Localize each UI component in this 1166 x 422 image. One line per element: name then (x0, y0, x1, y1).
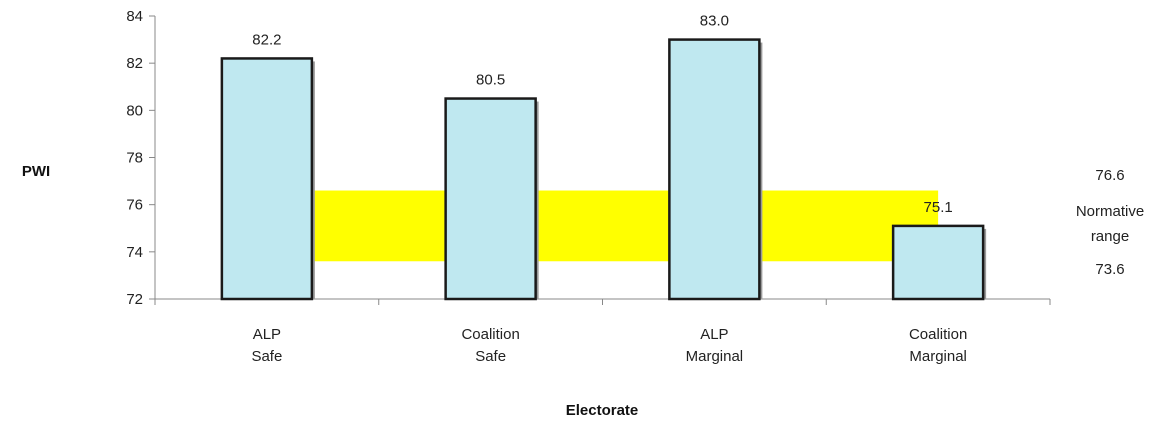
bar (444, 97, 539, 301)
x-ticks (154, 299, 1051, 305)
data-label: 80.5 (476, 72, 505, 89)
x-axis-title: Electorate (566, 402, 639, 419)
category-label: Marginal (909, 348, 967, 365)
y-tick-label: 82 (126, 55, 143, 72)
data-label: 75.1 (924, 199, 953, 216)
bar (891, 224, 987, 301)
category-label: Coalition (909, 326, 967, 343)
normative-low-label: 73.6 (1095, 261, 1124, 278)
y-tick-label: 84 (126, 8, 143, 25)
bars (220, 38, 987, 301)
bar (668, 38, 763, 301)
y-tick-label: 80 (126, 102, 143, 119)
y-tick-label: 76 (126, 197, 143, 214)
category-labels: ALP Safe Coalition Safe ALP Marginal Coalition… (251, 326, 967, 365)
y-tick-label: 78 (126, 150, 143, 167)
category-label: Marginal (686, 348, 744, 365)
y-tick-label: 74 (126, 244, 143, 261)
y-tick-label: 72 (126, 291, 143, 308)
data-label: 82.2 (252, 31, 281, 48)
normative-range-band (266, 190, 939, 262)
bar-rect (668, 38, 761, 301)
data-label: 83.0 (700, 13, 729, 30)
data-labels: 82.2 80.5 83.0 75.1 (252, 13, 952, 216)
category-label: Safe (251, 348, 282, 365)
category-label: Safe (475, 348, 506, 365)
normative-band-layer (266, 190, 939, 262)
normative-range-label-line2: range (1091, 228, 1129, 245)
category-label: Coalition (461, 326, 519, 343)
bar (220, 57, 315, 301)
bar-rect (891, 224, 985, 301)
bar-rect (444, 97, 537, 301)
normative-high-label: 76.6 (1095, 167, 1124, 184)
category-label: ALP (253, 326, 281, 343)
normative-range-label-line1: Normative (1076, 203, 1144, 220)
y-axis-title: PWI (22, 163, 50, 180)
category-label: ALP (700, 326, 728, 343)
bar-rect (220, 57, 314, 301)
y-ticks: 72 74 76 78 80 82 84 (126, 8, 155, 308)
